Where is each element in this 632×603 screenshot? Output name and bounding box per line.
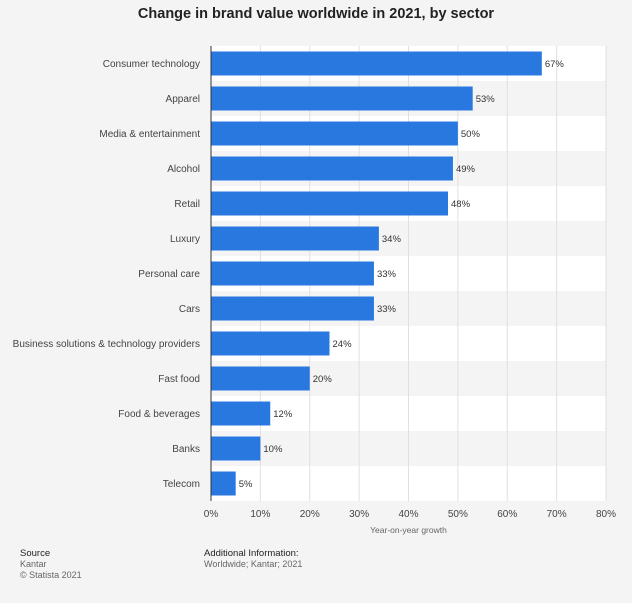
value-label: 24% — [333, 339, 353, 350]
value-label: 33% — [377, 269, 397, 280]
value-label: 34% — [382, 234, 402, 245]
category-label: Personal care — [138, 269, 200, 280]
bar — [211, 471, 236, 496]
value-label: 48% — [451, 199, 471, 210]
additional-info-block: Additional Information: Worldwide; Kanta… — [204, 548, 302, 570]
category-label: Luxury — [170, 234, 200, 245]
category-label: Consumer technology — [103, 59, 200, 70]
bar — [211, 401, 271, 426]
value-label: 67% — [545, 59, 565, 70]
category-label: Cars — [179, 304, 200, 315]
value-label: 53% — [476, 94, 496, 105]
value-label: 5% — [239, 479, 253, 490]
bar — [211, 366, 310, 391]
category-label: Retail — [174, 199, 200, 210]
category-label: Food & beverages — [118, 409, 200, 420]
additional-info-heading: Additional Information: — [204, 548, 299, 559]
x-tick-label: 80% — [596, 509, 616, 520]
value-label: 50% — [461, 129, 481, 140]
bar — [211, 261, 374, 286]
category-label: Fast food — [158, 374, 200, 385]
bar — [211, 296, 374, 321]
bar — [211, 51, 542, 76]
source-name: Kantar — [20, 559, 47, 569]
x-tick-label: 50% — [448, 509, 468, 520]
category-label: Alcohol — [167, 164, 200, 175]
category-label: Banks — [172, 444, 200, 455]
category-label: Telecom — [163, 479, 200, 490]
category-label: Business solutions & technology provider… — [13, 339, 200, 350]
source-heading: Source — [20, 548, 51, 559]
source-block: Source Kantar © Statista 2021 — [20, 548, 82, 581]
additional-info-text: Worldwide; Kantar; 2021 — [204, 559, 303, 569]
bar — [211, 331, 330, 356]
bar — [211, 156, 453, 181]
value-label: 49% — [456, 164, 476, 175]
x-tick-label: 10% — [250, 509, 270, 520]
bar — [211, 86, 473, 111]
x-tick-label: 30% — [349, 509, 369, 520]
x-tick-label: 40% — [398, 509, 418, 520]
bar — [211, 191, 448, 216]
x-tick-label: 70% — [547, 509, 567, 520]
category-label: Apparel — [166, 94, 200, 105]
category-label: Media & entertainment — [99, 129, 200, 140]
x-axis-title: Year-on-year growth — [370, 525, 447, 535]
copyright: © Statista 2021 — [20, 570, 82, 580]
value-label: 12% — [273, 409, 293, 420]
value-label: 33% — [377, 304, 397, 315]
bar — [211, 226, 379, 251]
x-tick-label: 0% — [204, 509, 219, 520]
value-label: 20% — [313, 374, 333, 385]
x-tick-label: 60% — [497, 509, 517, 520]
bar — [211, 436, 261, 461]
chart-title: Change in brand value worldwide in 2021,… — [137, 6, 495, 22]
value-label: 10% — [263, 444, 283, 455]
bar — [211, 121, 458, 146]
x-tick-label: 20% — [300, 509, 320, 520]
